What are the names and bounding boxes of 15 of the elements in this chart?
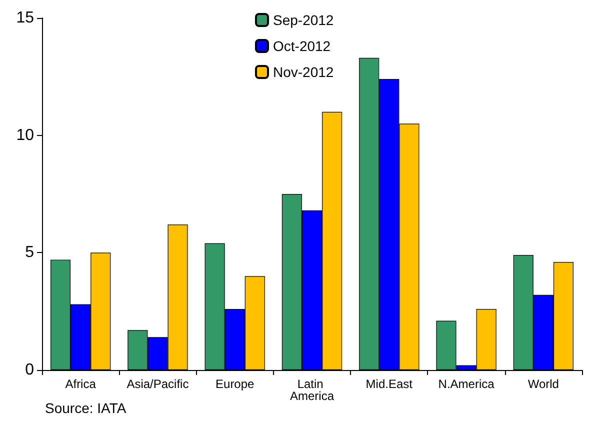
x-tick-label: Latin America: [290, 377, 334, 403]
legend-label: Oct-2012: [273, 38, 331, 54]
x-tick-label: Africa: [65, 377, 96, 391]
y-tick-label: 0: [25, 362, 34, 378]
legend-label: Nov-2012: [273, 64, 334, 80]
y-tick-label: 15: [16, 10, 34, 26]
legend-label: Sep-2012: [273, 12, 334, 28]
y-tick-label: 10: [16, 126, 34, 144]
x-tick-label: World: [528, 377, 559, 391]
x-tick-label: N.America: [438, 377, 495, 391]
source-note: Source: IATA: [45, 400, 127, 416]
x-tick-label: Mid.East: [366, 377, 414, 391]
x-tick-label: Asia/Pacific: [126, 377, 189, 391]
x-tick-label: Europe: [216, 377, 255, 391]
y-tick-label: 5: [25, 244, 34, 262]
